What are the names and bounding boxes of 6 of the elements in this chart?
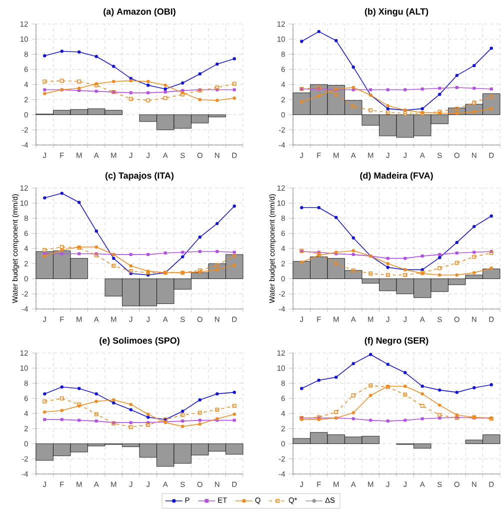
chart-title: (a) Amazon (OBI)	[104, 8, 176, 16]
chart-title: (f) Negro (SER)	[364, 337, 428, 346]
chart-title: (d) Madeira (FVA)	[360, 172, 433, 180]
chart-title: (b) Xingu (ALT)	[364, 8, 428, 16]
chart-title: (c) Tapajos (ITA)	[106, 172, 174, 180]
chart-title: (e) Solimoes (SPO)	[100, 337, 180, 346]
